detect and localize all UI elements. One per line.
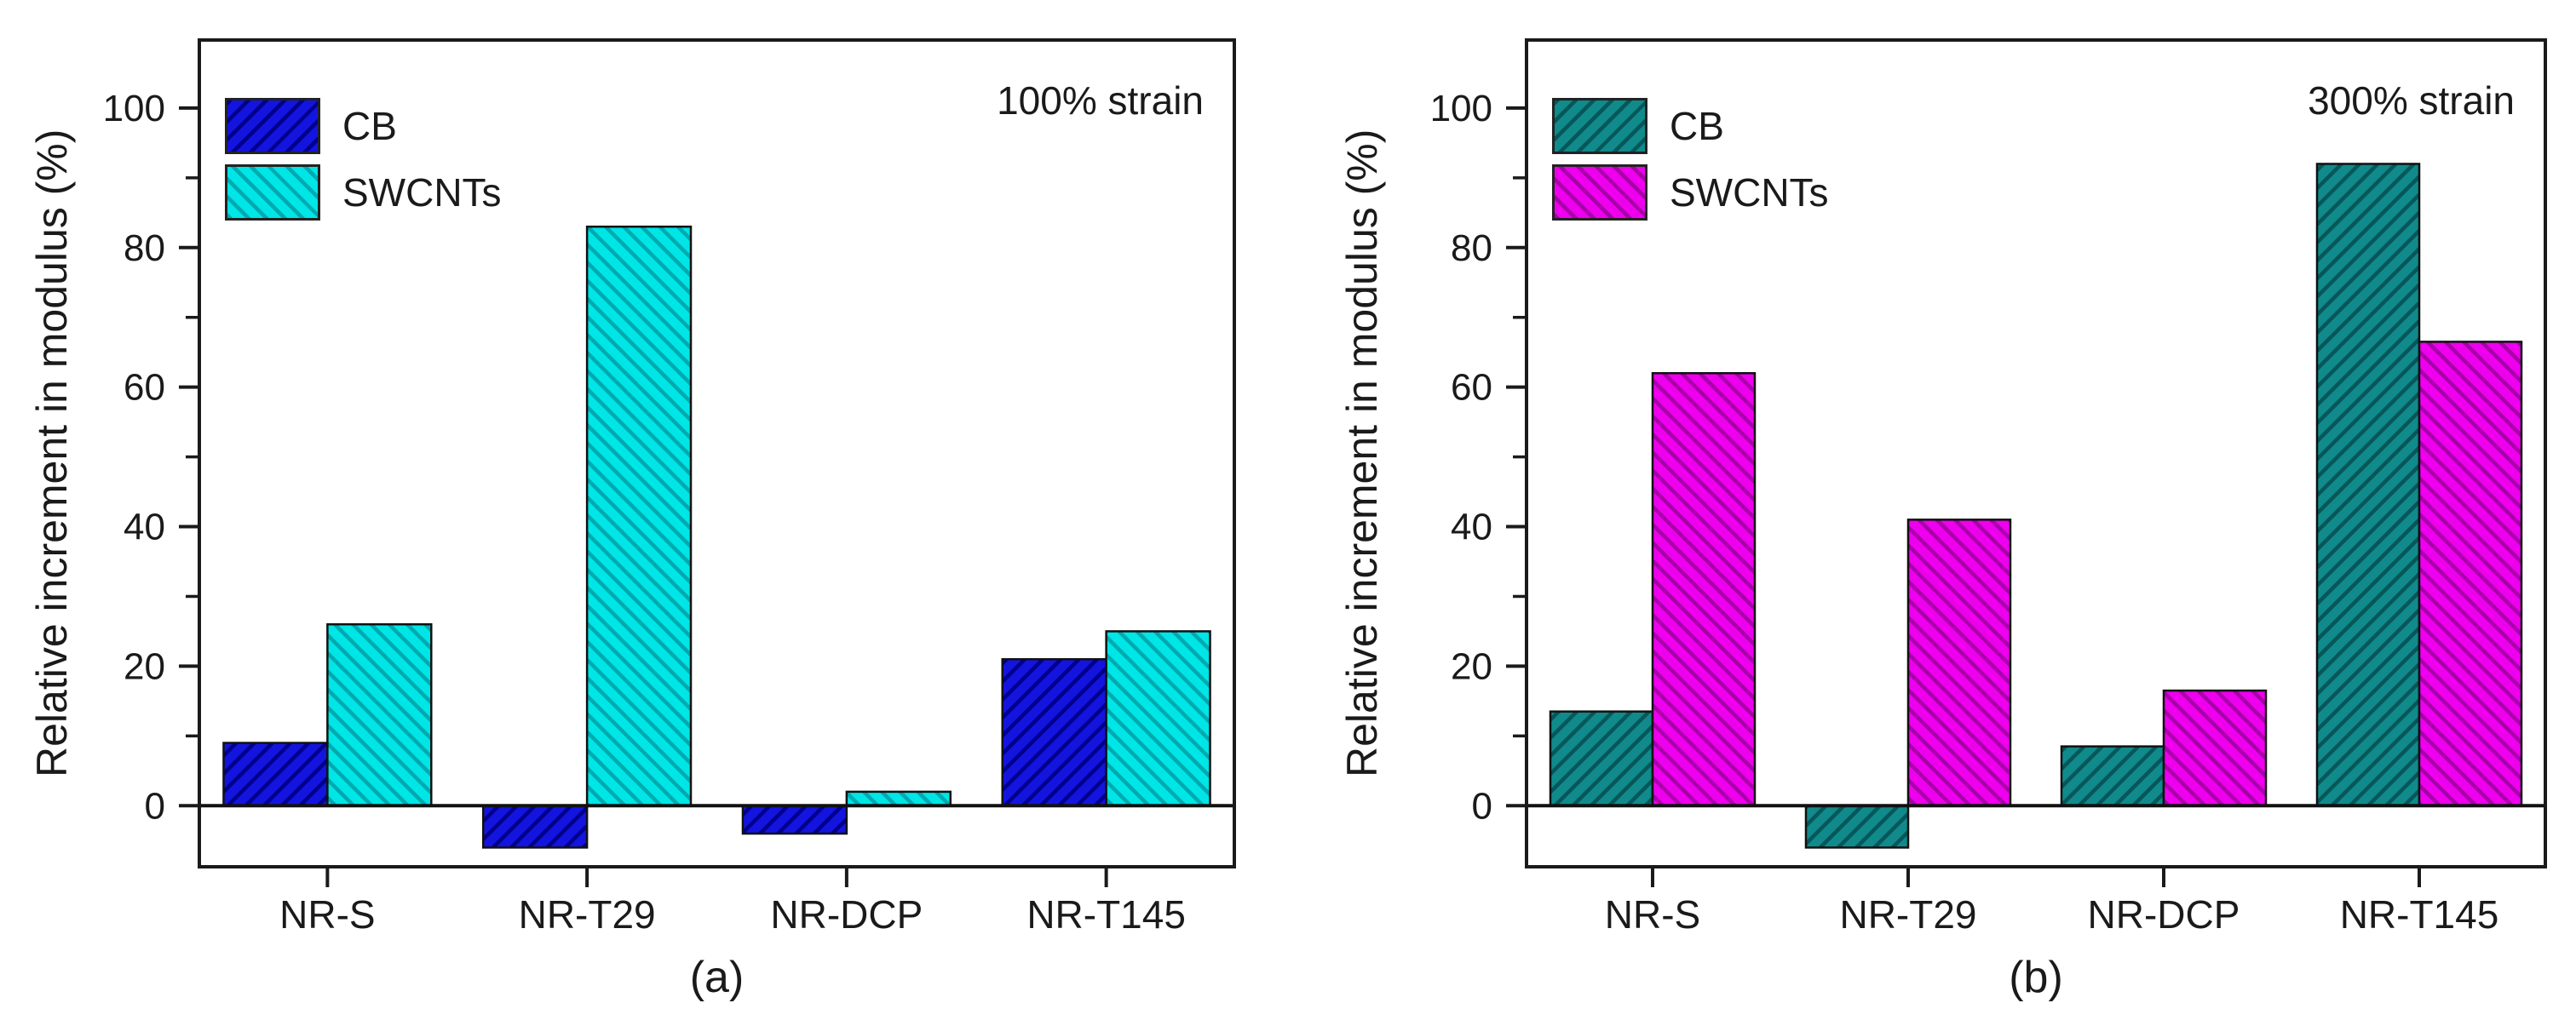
plot-area-a: 0 20 40 60 80 100 NR-S NR-T29 NR-DCP NR-T145 CB S…	[103, 38, 1236, 937]
bar-CB-NR-T29	[1804, 805, 1910, 849]
x-category-label: NR-DCP	[770, 892, 923, 937]
legend-swatch-cb	[1552, 98, 1647, 154]
legend-swatch-cb	[225, 98, 320, 154]
y-tick-label: 100	[103, 88, 165, 129]
legend-a: CB SWCNTs	[225, 98, 502, 221]
strain-annotation-a: 100% strain	[997, 78, 1204, 123]
legend-swatch-swcnts	[1552, 164, 1647, 221]
panel-caption-b: (b)	[2009, 953, 2063, 1002]
bar-SWCNTs-NR-S	[326, 622, 433, 807]
x-category-label: NR-T29	[519, 892, 656, 937]
legend-label-cb: CB	[1670, 104, 1724, 148]
plot-svg-a: 0 20 40 60 80 100 NR-S NR-T29 NR-DCP NR-T145	[103, 38, 1236, 937]
plot-svg-b: 0 20 40 60 80 100 NR-S NR-T29 NR-DCP NR-T145	[1430, 38, 2547, 937]
y-tick-label: 60	[1451, 367, 1492, 409]
x-category-label: NR-T145	[1026, 892, 1186, 937]
plot-frame	[198, 38, 1236, 868]
y-tick-label: 80	[1451, 227, 1492, 269]
plot-frame	[1525, 38, 2547, 868]
panel-caption-a: (a)	[689, 953, 745, 1002]
bar-SWCNTs-NR-T29	[1906, 519, 2012, 807]
x-category-label: NR-T29	[1839, 892, 1976, 937]
legend-item-swcnts: SWCNTs	[1552, 164, 1829, 221]
y-tick-label: 0	[145, 785, 165, 827]
bar-SWCNTs-NR-DCP	[2162, 689, 2268, 807]
plot-area-b: 0 20 40 60 80 100 NR-S NR-T29 NR-DCP NR-T145 CB S…	[1430, 38, 2547, 937]
bar-SWCNTs-NR-T29	[585, 225, 693, 807]
y-tick-label: 40	[1451, 507, 1492, 548]
y-tick-label: 40	[124, 507, 165, 548]
legend-label-cb: CB	[342, 104, 397, 148]
bar-SWCNTs-NR-DCP	[845, 790, 952, 807]
legend-b: CB SWCNTs	[1552, 98, 1829, 221]
x-category-label: NR-DCP	[2088, 892, 2240, 937]
y-tick-label: 60	[124, 367, 165, 409]
y-tick-label: 100	[1430, 88, 1492, 129]
y-axis-label-a: Relative increment in modulus (%)	[28, 129, 76, 778]
y-tick-label: 0	[1472, 785, 1492, 827]
bar-CB-NR-S	[222, 742, 329, 807]
x-category-label: NR-S	[1605, 892, 1700, 937]
legend-label-swcnts: SWCNTs	[1670, 170, 1829, 215]
bar-CB-NR-T29	[481, 805, 589, 849]
legend-item-cb: CB	[225, 98, 502, 154]
y-axis-label-b: Relative increment in modulus (%)	[1338, 129, 1386, 778]
y-tick-label: 80	[124, 227, 165, 269]
bar-SWCNTs-NR-T145	[2418, 341, 2523, 807]
x-category-label: NR-S	[279, 892, 375, 937]
bar-CB-NR-T145	[1001, 657, 1107, 807]
strain-annotation-b: 300% strain	[2308, 78, 2515, 123]
bar-CB-NR-T145	[2315, 163, 2421, 807]
bar-SWCNTs-NR-S	[1651, 372, 1757, 807]
y-tick-label: 20	[1451, 645, 1492, 687]
bar-CB-NR-DCP	[741, 805, 848, 835]
bar-CB-NR-S	[1549, 710, 1654, 807]
legend-item-swcnts: SWCNTs	[225, 164, 502, 221]
bar-CB-NR-DCP	[2060, 745, 2165, 807]
legend-swatch-swcnts	[225, 164, 320, 221]
x-category-label: NR-T145	[2340, 892, 2499, 937]
bar-SWCNTs-NR-T145	[1105, 630, 1211, 807]
y-tick-label: 20	[124, 645, 165, 687]
legend-item-cb: CB	[1552, 98, 1829, 154]
legend-label-swcnts: SWCNTs	[342, 170, 502, 215]
